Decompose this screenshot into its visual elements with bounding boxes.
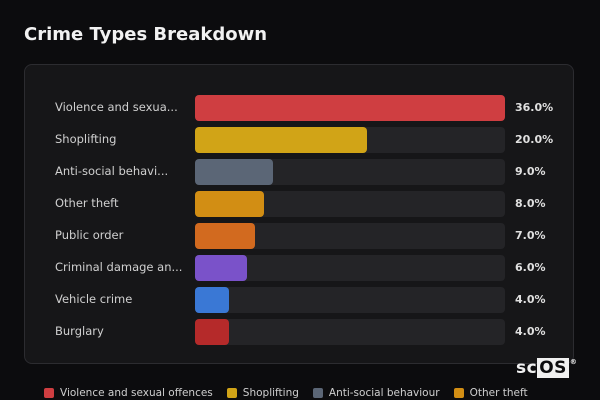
bar[interactable]: [195, 319, 230, 345]
value-label: 36.0%: [515, 101, 554, 114]
value-label: 4.0%: [515, 325, 546, 338]
value-label: 9.0%: [515, 165, 546, 178]
brand-highlight: OS: [537, 358, 569, 378]
bar-track: [195, 255, 505, 281]
bar-track: [195, 191, 505, 217]
bar-track: [195, 127, 505, 153]
category-label: Burglary: [55, 324, 104, 338]
bar-track: [195, 223, 505, 249]
category-label: Vehicle crime: [55, 292, 133, 306]
value-label: 8.0%: [515, 197, 546, 210]
bar-row: Burglary 4.0%: [25, 319, 573, 345]
bar[interactable]: [195, 255, 247, 281]
bar-track: [195, 319, 505, 345]
category-label: Criminal damage an...: [55, 260, 183, 274]
bar[interactable]: [195, 191, 264, 217]
bar[interactable]: [195, 287, 230, 313]
value-label: 20.0%: [515, 133, 554, 146]
bar-row: Violence and sexua... 36.0%: [25, 95, 573, 121]
bar-row: Vehicle crime 4.0%: [25, 287, 573, 313]
bar-row: Public order 7.0%: [25, 223, 573, 249]
bar[interactable]: [195, 159, 273, 185]
bar-track: [195, 159, 505, 185]
legend-label: Other theft: [469, 387, 528, 399]
bar[interactable]: [195, 127, 368, 153]
bar-track: [195, 287, 505, 313]
legend-label: Violence and sexual offences: [60, 387, 213, 399]
legend-swatch: [44, 388, 54, 398]
value-label: 6.0%: [515, 261, 546, 274]
bar[interactable]: [195, 95, 505, 121]
chart-panel: Violence and sexua... 36.0% Shoplifting 20.…: [24, 64, 574, 364]
legend-swatch: [312, 388, 323, 398]
bar[interactable]: [195, 223, 256, 249]
legend-swatch: [453, 388, 464, 398]
category-label: Shoplifting: [55, 132, 117, 146]
chart-legend: Violence and sexual offences Shoplifting A…: [44, 387, 528, 399]
legend-label: Shoplifting: [242, 387, 299, 399]
value-label: 7.0%: [515, 229, 546, 242]
bar-row: Other theft 8.0%: [25, 191, 573, 217]
value-label: 4.0%: [515, 293, 546, 306]
category-label: Violence and sexua...: [55, 100, 178, 114]
legend-item[interactable]: Shoplifting: [226, 387, 299, 399]
category-label: Anti-social behavi...: [55, 164, 169, 178]
category-label: Other theft: [55, 196, 119, 210]
bar-row: Shoplifting 20.0%: [25, 127, 573, 153]
bar-row: Criminal damage an... 6.0%: [25, 255, 573, 281]
legend-item[interactable]: Violence and sexual offences: [44, 387, 213, 399]
legend-swatch: [226, 388, 237, 398]
brand-prefix: sc: [516, 358, 538, 378]
brand-logo: sc OS ®: [516, 358, 577, 378]
chart-title: Crime Types Breakdown: [24, 24, 268, 45]
legend-label: Anti-social behaviour: [328, 387, 440, 399]
category-label: Public order: [55, 228, 124, 242]
bar-row: Anti-social behavi... 9.0%: [25, 159, 573, 185]
legend-item[interactable]: Anti-social behaviour: [312, 387, 440, 399]
brand-mark: ®: [569, 358, 578, 366]
bar-track: [195, 95, 505, 121]
legend-item[interactable]: Other theft: [453, 387, 528, 399]
